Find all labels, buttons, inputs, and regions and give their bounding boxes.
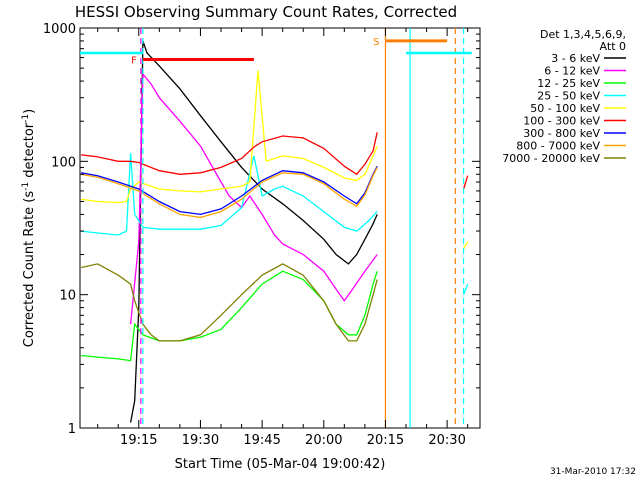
y-axis-label: Corrected Count Rate (s-1 detector-1) bbox=[21, 109, 37, 347]
series-line-12-25-kev bbox=[81, 270, 378, 362]
legend-label-25-50-kev: 25 - 50 keV bbox=[537, 90, 600, 103]
overlay-layer: FS bbox=[80, 28, 472, 428]
flag-label-f: F bbox=[131, 56, 137, 67]
series-line-50-100-kev bbox=[81, 70, 378, 204]
x-tick-label: 20:15 bbox=[367, 433, 404, 448]
legend-header-line2: Att 0 bbox=[600, 40, 626, 53]
legend-label-50-100-kev: 50 - 100 keV bbox=[530, 102, 600, 115]
series-line-25-50-kev bbox=[81, 153, 378, 236]
legend-label-100-300-kev: 100 - 300 keV bbox=[523, 115, 600, 128]
legend-label-3-6-kev: 3 - 6 keV bbox=[551, 52, 600, 65]
x-tick-label: 19:15 bbox=[120, 433, 157, 448]
y-tick-label: 10 bbox=[59, 289, 76, 304]
legend-label-6-12-kev: 6 - 12 keV bbox=[544, 65, 600, 78]
series-line-300-800-kev bbox=[81, 165, 378, 216]
chart-title: HESSI Observing Summary Count Rates, Cor… bbox=[75, 3, 457, 21]
series-line-6-12-kev bbox=[129, 72, 378, 325]
legend-label-12-25-kev: 12 - 25 keV bbox=[537, 77, 600, 90]
x-tick-label: 20:30 bbox=[428, 433, 465, 448]
y-tick-label: 1000 bbox=[43, 22, 76, 37]
x-tick-label: 19:45 bbox=[243, 433, 280, 448]
series-line-7000-20000-kev bbox=[81, 263, 378, 342]
axis-layer: 19:15 19:30 19:45 20:00 20:15 20:30 1 10 100 1000 bbox=[43, 22, 480, 448]
y-tick-label: 1 bbox=[68, 422, 76, 437]
legend-label-800-7000-kev: 800 - 7000 keV bbox=[516, 140, 600, 153]
x-axis-label: Start Time (05-Mar-04 19:00:42) bbox=[175, 457, 386, 472]
post-gap-line-1 bbox=[462, 283, 469, 295]
series-layer bbox=[81, 40, 469, 423]
plot-frame bbox=[79, 27, 481, 429]
legend-label-7000-20000-kev: 7000 - 20000 keV bbox=[502, 152, 600, 165]
legend-header-line1: Det 1,3,4,5,6,9, bbox=[540, 28, 626, 41]
post-gap-line-2 bbox=[463, 241, 469, 250]
series-line-3-6-kev bbox=[129, 40, 378, 423]
y-tick-label: 100 bbox=[51, 155, 76, 170]
footer-date: 31-Mar-2010 17:32 bbox=[550, 467, 636, 477]
series-line-100-300-kev bbox=[81, 132, 378, 176]
x-tick-label: 19:30 bbox=[182, 433, 219, 448]
x-tick-label: 20:00 bbox=[305, 433, 342, 448]
flag-label-s: S bbox=[373, 37, 379, 48]
post-gap-line-0 bbox=[462, 175, 469, 190]
legend-label-300-800-kev: 300 - 800 keV bbox=[523, 127, 600, 140]
plot-area: FS 19:15 19:30 19:45 20:00 20:15 20:301101001… bbox=[43, 22, 481, 448]
series-line-800-7000-kev bbox=[81, 167, 378, 219]
